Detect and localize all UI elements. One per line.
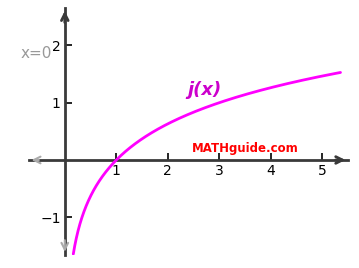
Text: x=0: x=0 — [21, 46, 52, 61]
Text: MATHguide.com: MATHguide.com — [192, 142, 299, 155]
Text: j(x): j(x) — [187, 81, 221, 99]
